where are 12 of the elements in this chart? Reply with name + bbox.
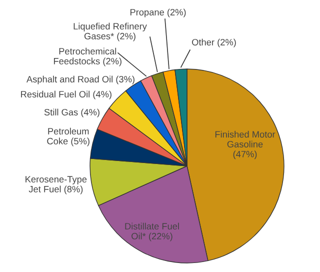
slice-label: Residual Fuel Oil (4%) — [21, 90, 112, 100]
data-label: (47%) — [233, 150, 257, 160]
slice-label: Distillate Fuel Oil* (22%) — [125, 222, 179, 242]
slice-label: Petroleum Coke (5%) — [47, 128, 90, 146]
slice-label: Kerosene-Type Jet Fuel (8%) — [26, 176, 87, 194]
slice-label: Still Gas (4%) — [44, 108, 100, 118]
slice-label: Petrochemical Feedstocks (2%) — [54, 48, 122, 66]
slice-label: Propane (2%) — [130, 8, 186, 18]
slice-label: Finished Motor Gasoline — [215, 130, 276, 148]
slice-label: Liquefied Refinery Gases* (2%) — [74, 22, 147, 42]
slice-label: Asphalt and Road Oil (3%) — [26, 76, 134, 84]
slice-label: Other (2%) — [192, 38, 236, 48]
